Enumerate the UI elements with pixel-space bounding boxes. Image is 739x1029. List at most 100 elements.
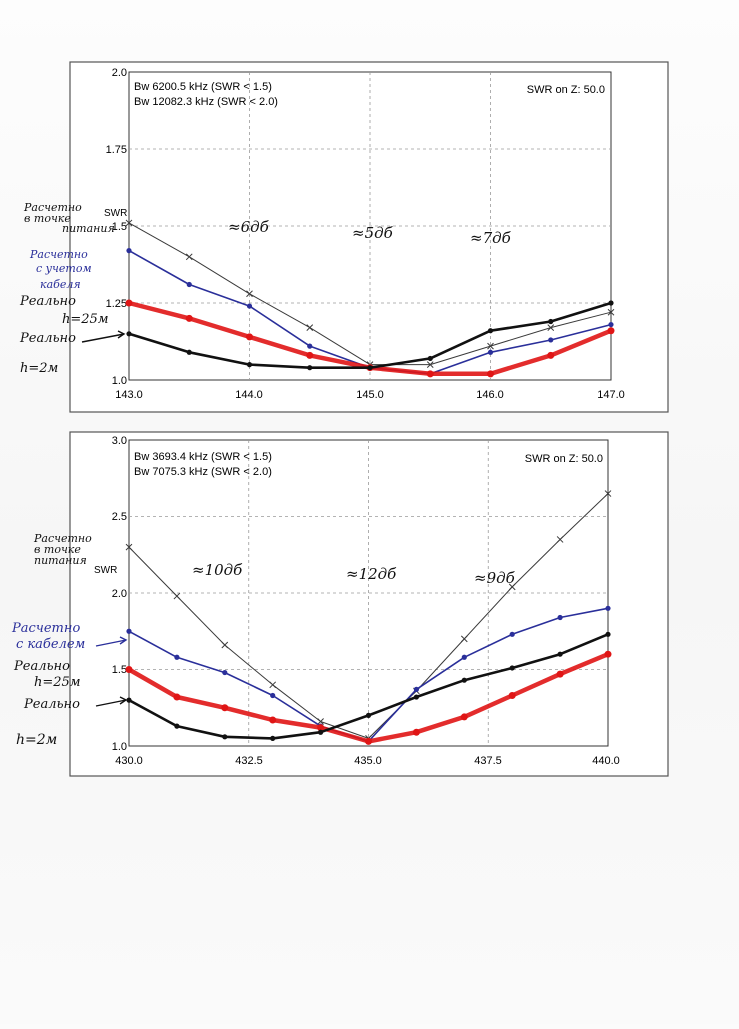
data-point-marker [317,718,324,725]
data-point-marker [607,308,615,316]
note-line: питания [34,554,87,567]
arrow-to-measured-h2 [95,699,127,707]
x-tick-label: 437.5 [474,755,502,767]
data-point-marker [556,536,564,543]
data-point-marker [426,370,434,378]
data-point-marker [125,219,133,227]
chart-top-series [125,219,615,378]
note-line: h=25м [62,312,109,327]
swr-impedance-label: SWR on Z: 50.0 [527,84,605,96]
x-tick-label: 145.0 [356,389,384,401]
x-tick-label: 144.0 [235,389,263,401]
data-point-marker [607,327,615,335]
data-point-marker [307,365,313,371]
x-tick-label: 432.5 [235,755,263,767]
data-point-marker [548,318,554,325]
y-tick-label: 1.5 [112,221,127,233]
data-point-marker [186,349,192,355]
y-tick-label: 1.5 [112,664,127,676]
arrowhead [119,696,128,705]
gain-annotation: ≈10дб [192,561,243,579]
data-point-marker [221,641,229,649]
data-point-marker [461,654,467,660]
gain-annotation: ≈6дб [228,218,270,236]
note-computed-feedpoint: Расчетно в точке питания [33,532,92,567]
note-line: Расчетно [23,201,82,214]
data-point-marker [608,300,614,306]
data-point-marker [509,631,515,637]
data-point-marker [412,728,420,736]
bottom-side-notes: Расчетно в точке питания Расчетно с кабе… [11,532,128,748]
data-point-marker [173,592,181,600]
bandwidth-line-1: Bw 6200.5 kHz (SWR < 1.5) [134,81,272,93]
data-point-marker [557,614,563,621]
data-point-marker [413,686,419,692]
y-axis-title: SWR [94,565,117,576]
bandwidth-line-1: Bw 3693.4 kHz (SWR < 1.5) [134,451,272,463]
note-line: Реально [13,659,70,674]
note-line: Реально [19,331,76,346]
note-line: с кабелем [16,637,85,652]
note-measured-h25: Реально h=25м [19,294,109,327]
data-point-marker [269,681,277,689]
data-point-marker [222,734,228,740]
data-point-marker [604,650,612,658]
arrow-to-computed-with-cable [95,639,127,647]
data-point-marker [508,692,516,700]
top-side-notes: Расчетно в точке питания Расчетно с учет… [19,201,126,376]
y-tick-label: 2.0 [112,67,127,79]
data-point-marker [185,314,193,322]
swr-impedance-label: SWR on Z: 50.0 [525,453,603,465]
chart-bottom-y-ticks: 3.0 2.5 2.0 1.5 1.0 [112,435,127,753]
note-computed-with-cable: Расчетно с учетом кабеля [29,248,92,291]
data-point-marker [547,351,555,359]
data-point-marker [509,665,515,671]
x-tick-label: 440.0 [592,755,620,767]
note-computed-with-cable: Расчетно с кабелем [11,621,85,652]
data-point-marker [460,713,468,721]
data-point-marker [126,248,132,254]
data-point-marker [604,490,612,497]
y-tick-label: 3.0 [112,435,127,447]
arrowhead [119,636,128,645]
data-point-marker [365,712,372,719]
data-point-marker [306,324,314,331]
gain-annotation: ≈5дб [352,224,394,242]
data-point-marker [125,543,133,551]
note-line: питания [62,222,115,235]
data-point-marker [487,342,494,350]
y-tick-label: 1.0 [112,375,127,387]
bandwidth-line-2: Bw 12082.3 kHz (SWR < 2.0) [134,96,278,108]
data-point-marker [487,349,494,355]
note-line: с учетом [36,262,92,275]
data-point-marker [174,654,180,660]
data-point-marker [186,281,192,288]
gain-annotation: ≈12дб [346,565,397,583]
note-line: h=25м [34,675,81,690]
data-point-marker [222,669,228,676]
chart-bottom-x-ticks: 430.0 432.5 435.0 437.5 440.0 [115,755,620,767]
data-point-marker [605,631,611,637]
data-point-marker [246,290,253,298]
note-line: h=2м [20,361,58,376]
note-line: h=2м [16,732,57,748]
data-point-marker [318,729,324,735]
arrow-to-measured-h2 [81,333,125,343]
bandwidth-line-2: Bw 7075.3 kHz (SWR < 2.0) [134,466,272,478]
note-measured-h2: Реально h=2м [19,331,76,376]
note-line: в точке [34,543,81,556]
note-line: кабеля [40,278,81,291]
data-point-marker [487,370,494,378]
data-point-marker [270,735,276,741]
data-point-marker [548,337,554,343]
data-point-marker [270,692,276,699]
data-point-marker [367,365,373,371]
data-point-marker [365,737,372,745]
y-tick-label: 2.0 [112,588,127,600]
data-point-marker [174,723,180,729]
data-point-marker [426,361,434,368]
data-point-marker [125,299,133,307]
chart-bottom: 3.0 2.5 2.0 1.5 1.0 430.0 432.5 435.0 43… [69,431,669,777]
data-point-marker [126,331,132,337]
